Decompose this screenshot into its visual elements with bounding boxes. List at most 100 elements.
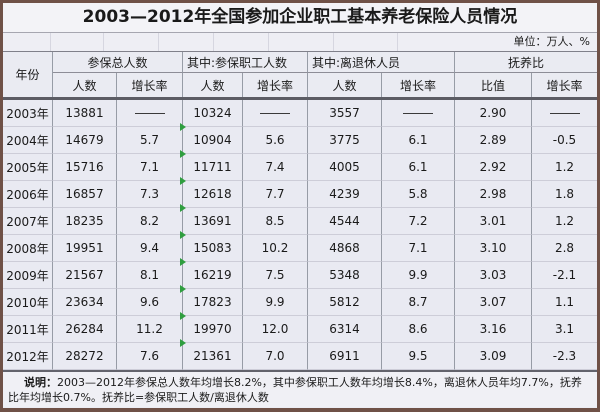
- unit-label: 单位：万人、%: [513, 35, 590, 48]
- year-cell: 2005年: [3, 154, 53, 181]
- value-cell: 18235: [53, 208, 117, 235]
- column-divider: [50, 33, 51, 51]
- value-cell: 3.01: [455, 208, 532, 235]
- data-rows: 2003年 13881 10324 3557 2.90 2004年 14679 5.7 1090…: [3, 100, 597, 370]
- value-cell: [243, 100, 308, 127]
- value-cell: 19970: [183, 316, 243, 343]
- value-cell: 9.9: [243, 289, 308, 316]
- value-cell: 7.4: [243, 154, 308, 181]
- footnote-label: 说明：: [24, 376, 57, 389]
- value-cell: 8.6: [382, 316, 455, 343]
- green-marker-icon: [180, 258, 186, 266]
- page-title: 2003—2012年全国参加企业职工基本养老保险人员情况: [3, 3, 597, 33]
- value-cell: 1.1: [532, 289, 597, 316]
- green-marker-icon: [180, 339, 186, 347]
- green-marker-icon: [180, 150, 186, 158]
- value-cell: [532, 100, 597, 127]
- green-marker-icon: [180, 204, 186, 212]
- green-marker-icon: [180, 285, 186, 293]
- value-cell: 8.5: [243, 208, 308, 235]
- year-cell: 2010年: [3, 289, 53, 316]
- header-group-total-insured: 参保总人数: [53, 52, 183, 73]
- value-cell: 7.0: [243, 343, 308, 370]
- header-year: 年份: [3, 52, 53, 97]
- value-cell: 13881: [53, 100, 117, 127]
- value-cell: 5.7: [117, 127, 183, 154]
- value-cell: 7.1: [382, 235, 455, 262]
- value-cell: 10904: [183, 127, 243, 154]
- value-cell: 4868: [308, 235, 382, 262]
- value-cell: 10.2: [243, 235, 308, 262]
- green-marker-icon: [180, 312, 186, 320]
- value-cell: 28272: [53, 343, 117, 370]
- value-cell: 4005: [308, 154, 382, 181]
- value-cell: 3557: [308, 100, 382, 127]
- value-cell: 12618: [183, 181, 243, 208]
- value-cell: 9.5: [382, 343, 455, 370]
- value-cell: 3.10: [455, 235, 532, 262]
- value-cell: 11711: [183, 154, 243, 181]
- value-cell: 17823: [183, 289, 243, 316]
- year-cell: 2011年: [3, 316, 53, 343]
- subheader-ratio: 比值: [455, 73, 532, 97]
- value-cell: 7.6: [117, 343, 183, 370]
- year-cell: 2004年: [3, 127, 53, 154]
- value-cell: 14679: [53, 127, 117, 154]
- value-cell: 13691: [183, 208, 243, 235]
- value-cell: 15716: [53, 154, 117, 181]
- value-cell: 6.1: [382, 154, 455, 181]
- value-cell: 9.4: [117, 235, 183, 262]
- value-cell: 3.09: [455, 343, 532, 370]
- column-divider: [213, 33, 214, 51]
- value-cell: 4544: [308, 208, 382, 235]
- value-cell: 3775: [308, 127, 382, 154]
- value-cell: 19951: [53, 235, 117, 262]
- value-cell: 2.92: [455, 154, 532, 181]
- value-cell: 7.3: [117, 181, 183, 208]
- value-cell: 12.0: [243, 316, 308, 343]
- value-cell: 23634: [53, 289, 117, 316]
- column-divider: [103, 33, 104, 51]
- value-cell: 7.2: [382, 208, 455, 235]
- value-cell: 16219: [183, 262, 243, 289]
- subheader-growth: 增长率: [546, 78, 583, 93]
- table-row: 2010年 23634 9.6 17823 9.9 5812 8.7 3.07 1.1: [3, 289, 597, 316]
- column-divider: [397, 33, 398, 51]
- value-cell: -2.3: [532, 343, 597, 370]
- value-cell: 5812: [308, 289, 382, 316]
- table-row: 2007年 18235 8.2 13691 8.5 4544 7.2 3.01 1.2: [3, 208, 597, 235]
- header-group-retirees: 其中:离退休人员: [308, 52, 455, 73]
- footnote-text: 2003—2012年参保总人数年均增长8.2%，其中参保职工人数年均增长8.4%…: [8, 376, 582, 404]
- year-cell: 2012年: [3, 343, 53, 370]
- subheader-growth: 增长率: [243, 73, 308, 97]
- value-cell: 4239: [308, 181, 382, 208]
- column-divider: [158, 33, 159, 51]
- subheader-count: 人数: [53, 73, 117, 97]
- value-cell: 1.2: [532, 208, 597, 235]
- year-cell: 2008年: [3, 235, 53, 262]
- unit-row: 单位：万人、%: [3, 33, 597, 52]
- column-divider: [268, 33, 269, 51]
- value-cell: 6.1: [382, 127, 455, 154]
- year-cell: 2006年: [3, 181, 53, 208]
- value-cell: 7.1: [117, 154, 183, 181]
- value-cell: [382, 100, 455, 127]
- value-cell: 2.8: [532, 235, 597, 262]
- value-cell: 1.8: [532, 181, 597, 208]
- table-row: 2006年 16857 7.3 12618 7.7 4239 5.8 2.98 1.8: [3, 181, 597, 208]
- value-cell: 10324: [183, 100, 243, 127]
- subheader-growth: 增长率: [382, 73, 455, 97]
- value-cell: 3.16: [455, 316, 532, 343]
- year-cell: 2003年: [3, 100, 53, 127]
- value-cell: 7.5: [243, 262, 308, 289]
- value-cell: 9.6: [117, 289, 183, 316]
- table-row: 2005年 15716 7.1 11711 7.4 4005 6.1 2.92 1.2: [3, 154, 597, 181]
- footnote: 说明：2003—2012年参保总人数年均增长8.2%，其中参保职工人数年均增长8…: [3, 370, 597, 407]
- subheader-count: 人数: [308, 73, 382, 97]
- table-row: 2011年 26284 11.2 19970 12.0 6314 8.6 3.16 3.1: [3, 316, 597, 343]
- value-cell: 11.2: [117, 316, 183, 343]
- green-marker-icon: [180, 177, 186, 185]
- value-cell: 5.6: [243, 127, 308, 154]
- value-cell: 8.7: [382, 289, 455, 316]
- header-separator: [3, 97, 597, 100]
